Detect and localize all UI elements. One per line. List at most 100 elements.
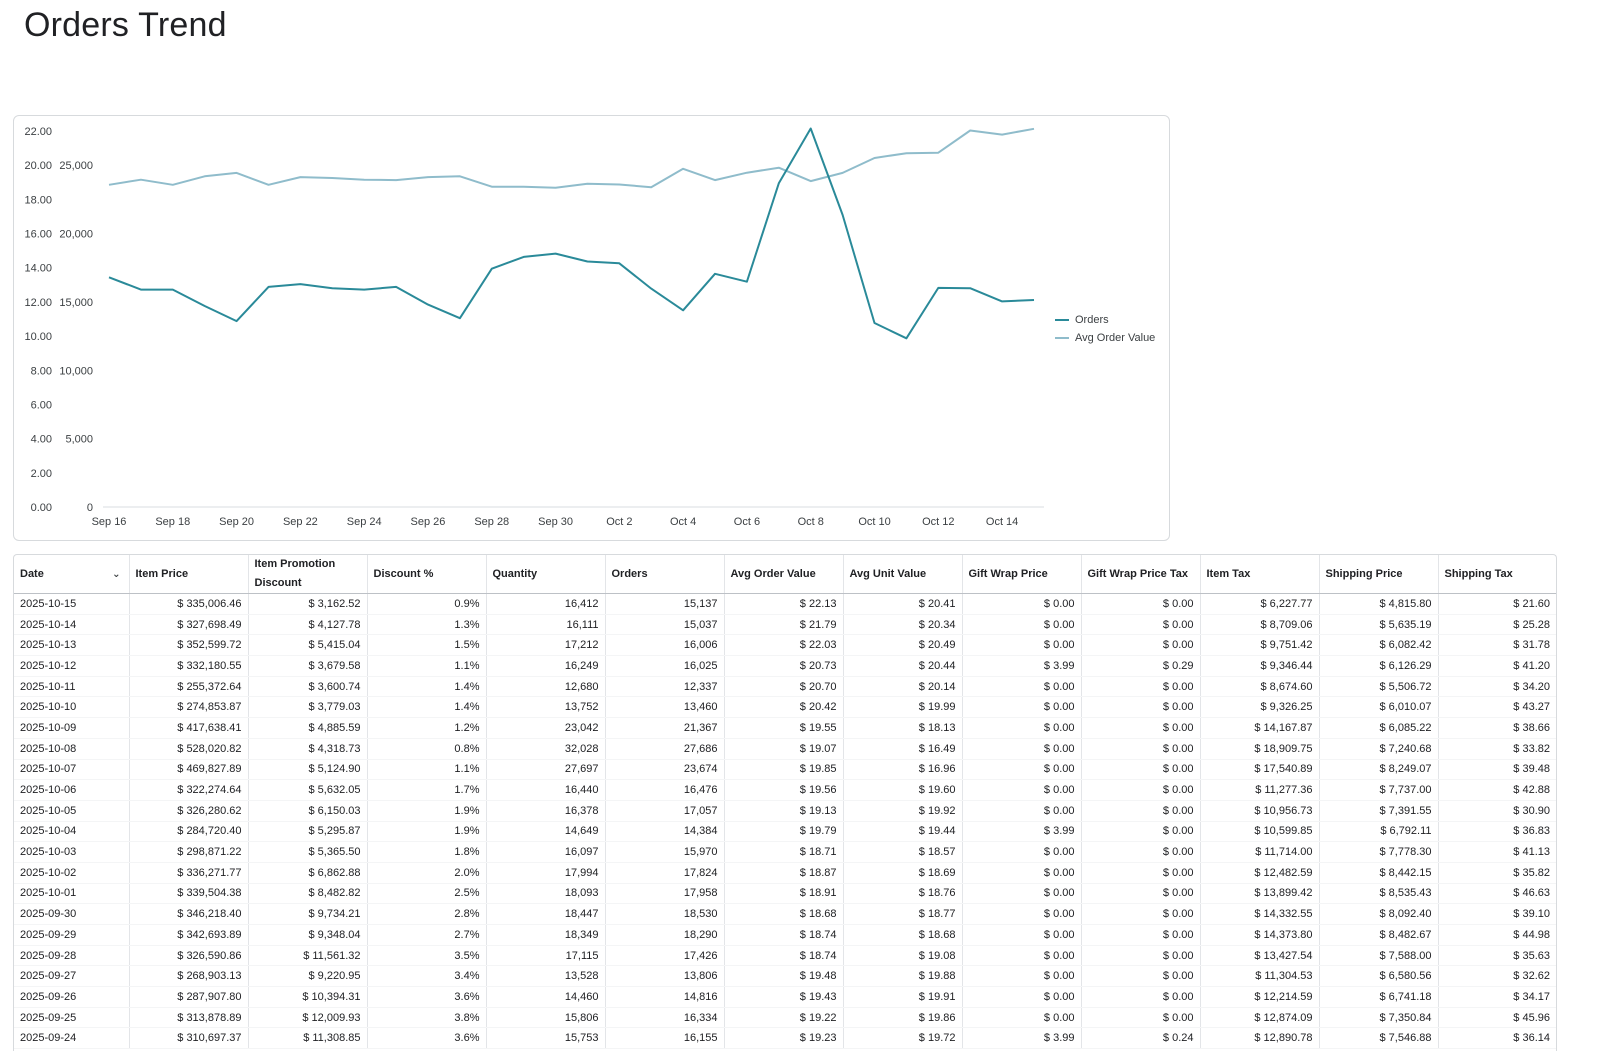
date-cell: 2025-10-02 (14, 862, 130, 884)
table-cell: $ 7,350.84 (1319, 1007, 1439, 1029)
table-cell: 17,212 (486, 634, 606, 657)
table-cell: 12,337 (605, 676, 725, 698)
chevron-down-icon[interactable]: ⌄ (112, 568, 121, 580)
y-left-tick-label: 0.00 (31, 502, 52, 514)
date-cell: 2025-10-07 (14, 759, 130, 781)
table-cell: $ 9,346.44 (1200, 655, 1320, 677)
table-cell: $ 14,167.87 (1200, 717, 1320, 739)
column-header[interactable]: Quantity (486, 555, 606, 594)
column-header[interactable]: Shipping Tax (1438, 555, 1556, 594)
table-cell: $ 18,909.75 (1200, 738, 1320, 760)
y-left-tick-label: 10.00 (24, 331, 52, 343)
table-cell: $ 22.03 (724, 634, 844, 657)
legend-swatch (1055, 337, 1069, 339)
table-cell: $ 14,332.55 (1200, 903, 1320, 925)
table-cell: 1.1% (367, 655, 487, 677)
date-cell: 2025-10-09 (14, 717, 130, 739)
column-header[interactable]: Item Promotion Discount (248, 555, 368, 594)
line-chart: 0.00 2.00 4.00 6.00 8.00 10.00 12.00 14.00 16.00… (24, 126, 1044, 528)
table-cell: $ 11,308.85 (248, 1027, 368, 1050)
column-header[interactable]: Discount % (367, 555, 487, 594)
table-cell: $ 0.24 (1081, 1027, 1201, 1050)
legend-item[interactable]: Orders (1055, 311, 1155, 329)
table-row[interactable]: 2025-09-29 $ 342,693.89 $ 9,348.04 2.7% 18,3… (14, 924, 1556, 946)
table-cell: $ 0.00 (962, 945, 1082, 967)
table-row[interactable]: 2025-10-03 $ 298,871.22 $ 5,365.50 1.8% 16,0… (14, 841, 1556, 863)
table-cell: 12,680 (486, 676, 606, 698)
table-row[interactable]: 2025-09-24 $ 310,697.37 $ 11,308.85 3.6% 15,… (14, 1027, 1556, 1050)
table-cell: $ 19.13 (724, 800, 844, 822)
table-row[interactable]: 2025-10-02 $ 336,271.77 $ 6,862.88 2.0% 17,9… (14, 862, 1556, 884)
table-row[interactable]: 2025-09-30 $ 346,218.40 $ 9,734.21 2.8% 18,4… (14, 903, 1556, 925)
table-cell: 16,097 (486, 841, 606, 863)
column-header[interactable]: Gift Wrap Price (962, 555, 1082, 594)
table-cell: $ 0.00 (1081, 634, 1201, 657)
table-row[interactable]: 2025-09-26 $ 287,907.80 $ 10,394.31 3.6% 14,… (14, 986, 1556, 1008)
column-header[interactable]: Shipping Price (1319, 555, 1439, 594)
legend-swatch (1055, 319, 1069, 321)
table-cell: $ 19.22 (724, 1007, 844, 1029)
column-header-label: Date (20, 567, 44, 580)
table-cell: 1.8% (367, 841, 487, 863)
table-row[interactable]: 2025-10-15 $ 335,006.46 $ 3,162.52 0.9% 16,4… (14, 593, 1556, 615)
date-cell: 2025-09-28 (14, 945, 130, 967)
table-cell: $ 326,280.62 (129, 800, 249, 822)
table-cell: $ 0.00 (1081, 986, 1201, 1008)
table-cell: $ 42.88 (1438, 779, 1556, 801)
table-cell: 17,958 (605, 883, 725, 905)
table-cell: $ 5,415.04 (248, 634, 368, 657)
table-row[interactable]: 2025-09-28 $ 326,590.86 $ 11,561.32 3.5% 17,… (14, 945, 1556, 967)
table-row[interactable]: 2025-10-12 $ 332,180.55 $ 3,679.58 1.1% 16,2… (14, 655, 1556, 677)
column-header-label: Gift Wrap Price (968, 567, 1048, 580)
table-cell: $ 19.85 (724, 759, 844, 781)
table-row[interactable]: 2025-10-09 $ 417,638.41 $ 4,885.59 1.2% 23,0… (14, 717, 1556, 739)
date-cell: 2025-10-11 (14, 676, 130, 698)
table-row[interactable]: 2025-10-06 $ 322,274.64 $ 5,632.05 1.7% 16,4… (14, 779, 1556, 801)
table-row[interactable]: 2025-09-25 $ 313,878.89 $ 12,009.93 3.8% 15,… (14, 1007, 1556, 1029)
column-header-label: Item Promotion Discount (254, 558, 336, 589)
column-header[interactable]: Item Price (129, 555, 249, 594)
table-row[interactable]: 2025-10-11 $ 255,372.64 $ 3,600.74 1.4% 12,6… (14, 676, 1556, 698)
table-row[interactable]: 2025-10-14 $ 327,698.49 $ 4,127.78 1.3% 16,1… (14, 614, 1556, 636)
table-row[interactable]: 2025-10-07 $ 469,827.89 $ 5,124.90 1.1% 27,6… (14, 759, 1556, 781)
date-cell: 2025-10-14 (14, 614, 130, 636)
date-cell: 2025-09-27 (14, 965, 130, 988)
table-cell: $ 44.98 (1438, 924, 1556, 946)
table-cell: 16,155 (605, 1027, 725, 1050)
table-row[interactable]: 2025-10-05 $ 326,280.62 $ 6,150.03 1.9% 16,3… (14, 800, 1556, 822)
table-cell: $ 8,482.82 (248, 883, 368, 905)
table-cell: $ 38.66 (1438, 717, 1556, 739)
table-cell: 16,111 (486, 614, 606, 636)
table-cell: 16,249 (486, 655, 606, 677)
table-header-row: Date ⌄ Item Price Item Promotion Discount Di… (14, 555, 1556, 594)
table-row[interactable]: 2025-10-10 $ 274,853.87 $ 3,779.03 1.4% 13,7… (14, 696, 1556, 719)
legend-item[interactable]: Avg Order Value (1055, 329, 1155, 347)
column-header[interactable]: Item Tax (1200, 555, 1320, 594)
table-cell: 16,476 (605, 779, 725, 801)
table-cell: $ 35.82 (1438, 862, 1556, 884)
table-cell: $ 16.96 (843, 759, 963, 781)
column-header[interactable]: Orders (605, 555, 725, 594)
table-row[interactable]: 2025-10-04 $ 284,720.40 $ 5,295.87 1.9% 14,6… (14, 821, 1556, 843)
column-header[interactable]: Date ⌄ (14, 555, 130, 594)
x-tick-label: Sep 20 (219, 516, 254, 528)
table-cell: 15,806 (486, 1007, 606, 1029)
table-cell: 3.5% (367, 945, 487, 967)
column-header[interactable]: Avg Order Value (724, 555, 844, 594)
table-cell: $ 22.13 (724, 593, 844, 615)
column-header[interactable]: Gift Wrap Price Tax (1081, 555, 1201, 594)
table-cell: $ 14,373.80 (1200, 924, 1320, 946)
table-cell: $ 0.00 (962, 800, 1082, 822)
table-row[interactable]: 2025-10-01 $ 339,504.38 $ 8,482.82 2.5% 18,0… (14, 883, 1556, 905)
table-cell: 14,384 (605, 821, 725, 843)
table-cell: $ 0.29 (1081, 655, 1201, 677)
column-header[interactable]: Avg Unit Value (843, 555, 963, 594)
table-cell: $ 274,853.87 (129, 696, 249, 719)
table-cell: $ 268,903.13 (129, 965, 249, 988)
table-cell: $ 8,482.67 (1319, 924, 1439, 946)
table-cell: $ 17,540.89 (1200, 759, 1320, 781)
table-cell: $ 0.00 (962, 883, 1082, 905)
table-row[interactable]: 2025-10-13 $ 352,599.72 $ 5,415.04 1.5% 17,2… (14, 634, 1556, 657)
table-row[interactable]: 2025-09-27 $ 268,903.13 $ 9,220.95 3.4% 13,5… (14, 965, 1556, 988)
table-row[interactable]: 2025-10-08 $ 528,020.82 $ 4,318.73 0.8% 32,0… (14, 738, 1556, 760)
